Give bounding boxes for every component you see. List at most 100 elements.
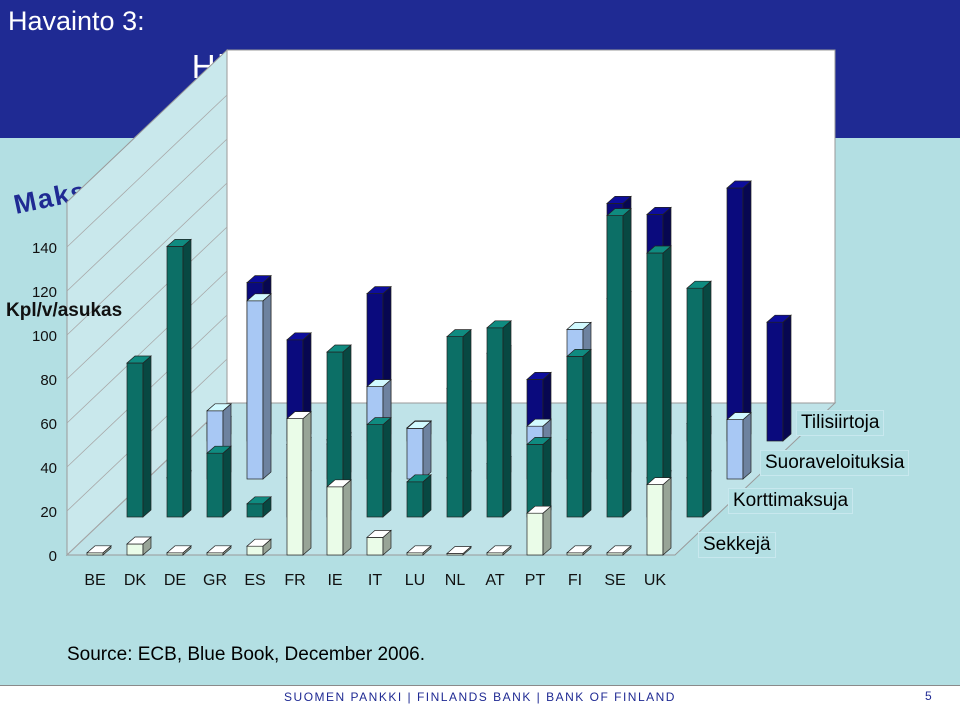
bar-top-sekkej [406,545,432,554]
bar-top-tilisiirtoja [606,196,632,204]
bar-top-suoraveloituksia [566,322,592,330]
bar-top-sekkej [206,545,232,554]
bar-sekkej-IT [366,537,384,556]
bar-top-sekkej [366,530,392,538]
bar-top-sekkej [86,545,112,554]
bar-top-korttimaksuja [566,349,592,357]
bar-korttimaksuja-IE [366,424,384,518]
bar-sekkej-PT [526,512,544,556]
y-tick-label: 120 [32,284,57,301]
bar-top-korttimaksuja [406,474,432,483]
bar-side-korttimaksuja [462,328,472,518]
bar-side-korttimaksuja [582,348,592,518]
bar-top-suoraveloituksia [726,412,752,420]
series-label: Korttimaksuja [728,488,854,514]
gridline [66,94,228,248]
bar-top-tilisiirtoja [726,180,752,189]
series-label: Sekkejä [698,532,776,558]
bar-side-suoraveloituksia [422,420,432,480]
bar-sekkej-UK [646,484,664,556]
bar-top-sekkej [486,545,512,554]
bar-side-sekkej [542,505,552,556]
y-tick-label: 100 [32,328,57,345]
x-tick-label: PT [525,572,546,589]
bar-side-korttimaksuja [142,355,152,518]
bar-suoraveloituksia-IE [406,428,424,480]
y-tick-label: 140 [32,240,57,257]
bar-top-sekkej [126,536,152,545]
x-tick-label: DK [124,572,147,589]
x-tick-label: NL [445,572,466,589]
bar-side-korttimaksuja [182,238,192,518]
bar-korttimaksuja-DK [166,246,184,518]
bar-top-suoraveloituksia [206,403,232,412]
bar-top-sekkej [326,479,352,488]
bar-top-korttimaksuja [446,329,472,337]
bar-top-sekkej [446,546,472,554]
bar-side-korttimaksuja [662,245,672,518]
y-axis-label: Kpl/v/asukas [6,300,123,321]
bar-top-tilisiirtoja [766,314,792,323]
series-label: Suoraveloituksia [760,450,910,476]
bar-top-suoraveloituksia [526,418,552,427]
x-tick-label: GR [203,572,227,589]
bar-side-sekkej [342,479,352,556]
bar-top-korttimaksuja [646,245,672,254]
bar-top-sekkej [606,545,632,554]
bar-sekkej-ES [246,545,264,556]
bar-top-suoraveloituksia [246,293,272,302]
slide-kicker: Havainto 3: [8,6,145,36]
bar-top-korttimaksuja [166,239,192,247]
bar-side-suoraveloituksia [262,293,272,480]
bar-side-korttimaksuja [702,280,712,518]
bar-tilisiirtoja-SE [726,187,744,442]
bar-top-suoraveloituksia [406,421,432,429]
x-tick-label: SE [604,572,625,589]
bar-korttimaksuja-GR [246,503,264,518]
bar-top-tilisiirtoja [286,332,312,341]
x-tick-label: IE [327,572,342,589]
bar-top-korttimaksuja [366,417,392,425]
bar-top-sekkej [526,505,552,514]
bar-side-korttimaksuja [622,207,632,518]
bar-korttimaksuja-PT [566,356,584,518]
bar-korttimaksuja-LU [446,336,464,518]
x-tick-label: ES [244,572,265,589]
bar-top-tilisiirtoja [646,207,672,215]
bar-side-korttimaksuja [542,436,552,518]
x-tick-label: LU [405,572,425,589]
bar-korttimaksuja-BE [126,362,144,518]
y-tick-label: 20 [40,504,57,521]
gridline [66,182,228,336]
bar-suoraveloituksia-UK [726,419,744,480]
bar-top-sekkej [166,545,192,554]
gridline [66,138,228,292]
bar-top-sekkej [246,538,272,547]
x-tick-label: AT [485,572,504,589]
page-number: 5 [925,689,932,703]
bar-top-korttimaksuja [126,355,152,364]
bar-side-korttimaksuja [502,320,512,518]
bar-side-tilisiirtoja [782,314,792,442]
footer-brand: SUOMEN PANKKI | FINLANDS BANK | BANK OF … [284,690,676,704]
bar-top-korttimaksuja [526,437,552,445]
y-tick-label: 0 [49,548,57,565]
bar-top-sekkej [566,545,592,554]
bar-korttimaksuja-IT [406,481,424,518]
x-tick-label: DE [164,572,186,589]
bar-side-korttimaksuja [382,416,392,518]
bar-top-korttimaksuja [686,280,712,289]
bar-side-korttimaksuja [222,445,232,518]
y-tick-label: 80 [40,372,57,389]
bar-top-korttimaksuja [206,445,232,454]
x-tick-label: FI [568,572,582,589]
bar-korttimaksuja-DE [206,452,224,518]
bar-top-sekkej [286,411,312,419]
gridline [66,226,228,380]
bar-side-tilisiirtoja [742,180,752,442]
bar-sekkej-FR [286,418,304,556]
bar-sekkej-DK [126,543,144,556]
y-tick-label: 60 [40,416,57,433]
bar-top-korttimaksuja [486,320,512,329]
x-tick-label: IT [368,572,382,589]
